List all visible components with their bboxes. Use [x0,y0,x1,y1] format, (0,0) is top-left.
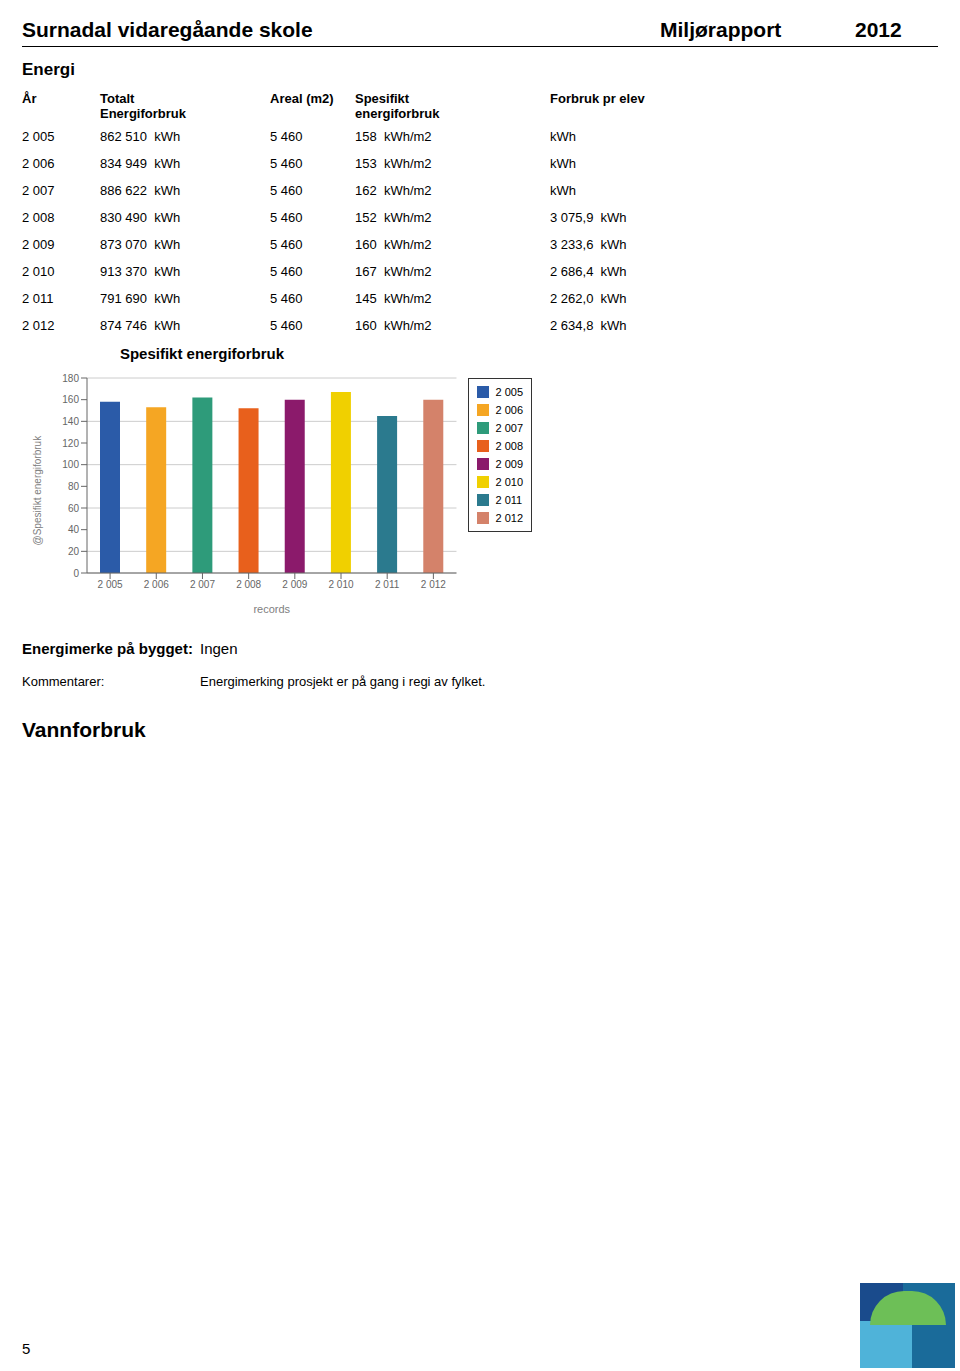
html-text:862 510 kWh: 862 510 kWh [100,129,181,144]
html-text:3 233,6 kWh: 3 233,6 kWh [550,237,627,252]
html-text:167 kWh/m2: 167 kWh/m2 [355,264,432,279]
html-text:2 634,8 kWh: 2 634,8 kWh [550,318,627,333]
html-text:Energiforbruk: Energiforbruk [100,106,186,121]
svg-text:60: 60 [68,503,80,514]
html-text:Spesifikt: Spesifikt [355,91,410,106]
html-text:886 622 kWh: 886 622 kWh [100,183,181,198]
svg-text:@Spesifikt energiforbruk: @Spesifikt energiforbruk [32,435,43,546]
html-text:År: År [22,91,37,106]
html-text:153 kWh/m2: 153 kWh/m2 [355,156,432,171]
html-text:Ingen: Ingen [200,640,238,657]
html-text:Vannforbruk: Vannforbruk [22,718,146,741]
svg-text:2 008: 2 008 [236,579,261,590]
html-text:913 370 kWh: 913 370 kWh [100,264,181,279]
html-text:873 070 kWh: 873 070 kWh [100,237,181,252]
html-text:kWh: kWh [550,129,576,144]
html-text:5 460: 5 460 [270,156,303,171]
html-text:3 075,9 kWh: 3 075,9 kWh [550,210,627,225]
html-text:2 008: 2 008 [22,210,55,225]
html-text:2012: 2012 [855,18,902,41]
svg-text:2 012: 2 012 [421,579,446,590]
html-text:Energimerke på bygget:: Energimerke på bygget: [22,640,193,657]
svg-text:2 009: 2 009 [282,579,307,590]
html-text:5: 5 [22,1340,31,1357]
html-text:Energi: Energi [22,60,75,79]
html-text:2 010: 2 010 [495,476,523,488]
html-text:5 460: 5 460 [270,318,303,333]
html-text:Energimerking prosjekt er på g: Energimerking prosjekt er på gang i regi… [200,674,486,689]
svg-text:20: 20 [68,546,80,557]
html-text:152 kWh/m2: 152 kWh/m2 [355,210,432,225]
html-text:5 460: 5 460 [270,264,303,279]
html-text:2 007: 2 007 [495,422,523,434]
html-text:160 kWh/m2: 160 kWh/m2 [355,318,432,333]
html-text:2 007: 2 007 [22,183,55,198]
html-text:2 009: 2 009 [22,237,55,252]
html-text:158 kWh/m2: 158 kWh/m2 [355,129,432,144]
svg-text:180: 180 [62,373,79,384]
html-text:kWh: kWh [550,156,576,171]
html-text:2 012: 2 012 [22,318,55,333]
html-text:2 006: 2 006 [495,404,523,416]
html-text:Surnadal vidaregåande skole: Surnadal vidaregåande skole [22,18,313,41]
html-text:Totalt: Totalt [100,91,135,106]
html-text:2 005: 2 005 [495,386,523,398]
html-text:Forbruk pr elev: Forbruk pr elev [550,91,645,106]
svg-text:120: 120 [62,438,79,449]
html-text:874 746 kWh: 874 746 kWh [100,318,181,333]
html-text:2 010: 2 010 [22,264,55,279]
html-text:2 005: 2 005 [22,129,55,144]
svg-text:140: 140 [62,416,79,427]
html-text:834 949 kWh: 834 949 kWh [100,156,181,171]
svg-text:40: 40 [68,524,80,535]
html-text:2 012: 2 012 [495,512,523,524]
html-text:5 460: 5 460 [270,129,303,144]
svg-text:2 010: 2 010 [328,579,353,590]
html-text:Spesifikt energiforbruk: Spesifikt energiforbruk [119,345,285,362]
html-text:5 460: 5 460 [270,183,303,198]
svg-text:2 005: 2 005 [98,579,123,590]
html-text:2 006: 2 006 [22,156,55,171]
html-text:energiforbruk: energiforbruk [355,106,440,121]
svg-text:records: records [253,603,290,615]
svg-text:0: 0 [73,568,79,579]
svg-text:2 006: 2 006 [144,579,169,590]
html-text:145 kWh/m2: 145 kWh/m2 [355,291,432,306]
html-text:160 kWh/m2: 160 kWh/m2 [355,237,432,252]
svg-text:2 011: 2 011 [375,579,400,590]
html-text:2 011: 2 011 [495,494,523,506]
html-text:830 490 kWh: 830 490 kWh [100,210,181,225]
svg-text:100: 100 [62,459,79,470]
html-text:5 460: 5 460 [270,237,303,252]
html-text:2 262,0 kWh: 2 262,0 kWh [550,291,627,306]
html-text:Kommentarer:: Kommentarer: [22,674,105,689]
html-text:2 008: 2 008 [495,440,523,452]
html-text:2 011: 2 011 [22,291,54,306]
html-text:2 686,4 kWh: 2 686,4 kWh [550,264,627,279]
html-text:kWh: kWh [550,183,576,198]
html-text:791 690 kWh: 791 690 kWh [100,291,181,306]
html-text:2 009: 2 009 [495,458,523,470]
html-text:5 460: 5 460 [270,291,303,306]
svg-text:2 007: 2 007 [190,579,215,590]
html-text:Areal (m2): Areal (m2) [270,91,334,106]
html-text:Miljørapport: Miljørapport [660,18,782,41]
svg-text:80: 80 [68,481,80,492]
html-text:5 460: 5 460 [270,210,303,225]
svg-text:160: 160 [62,394,79,405]
html-text:162 kWh/m2: 162 kWh/m2 [355,183,432,198]
